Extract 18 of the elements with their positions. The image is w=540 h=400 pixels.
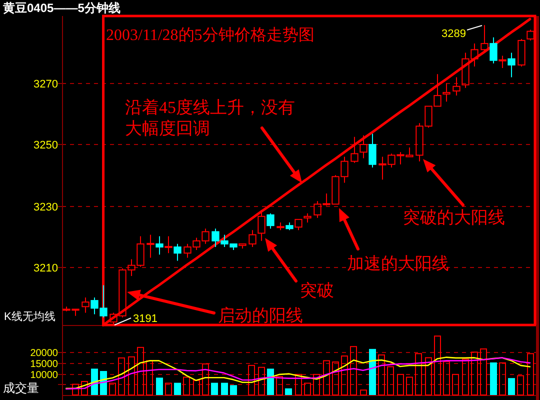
- y-tick-label: 3210: [34, 262, 58, 274]
- y-tick-label: 3270: [34, 78, 58, 90]
- y-axis-title: 成交量: [3, 381, 39, 395]
- y-tick-label: 20000: [30, 348, 58, 360]
- annotation: 启动的阳线: [218, 306, 303, 325]
- annotation: 沿着45度线上升，没有大幅度回调: [125, 98, 295, 138]
- annotation: 突破的大阳线: [403, 208, 505, 227]
- y-tick-label: 10000: [30, 370, 58, 382]
- annotation: 3191: [133, 313, 158, 325]
- annotation: 突破: [300, 281, 334, 300]
- text: K线无均线: [4, 310, 56, 323]
- annotation: 加速的大阳线: [347, 254, 449, 273]
- annotation: 3289: [442, 28, 466, 40]
- chart-title: 黄豆0405——5分钟线: [2, 1, 120, 15]
- y-tick-label: 3250: [34, 139, 58, 152]
- text: 2003/11/28的5分钟价格走势图: [106, 26, 314, 44]
- y-tick-label: 15000: [30, 359, 58, 370]
- y-tick-label: 3230: [34, 201, 58, 214]
